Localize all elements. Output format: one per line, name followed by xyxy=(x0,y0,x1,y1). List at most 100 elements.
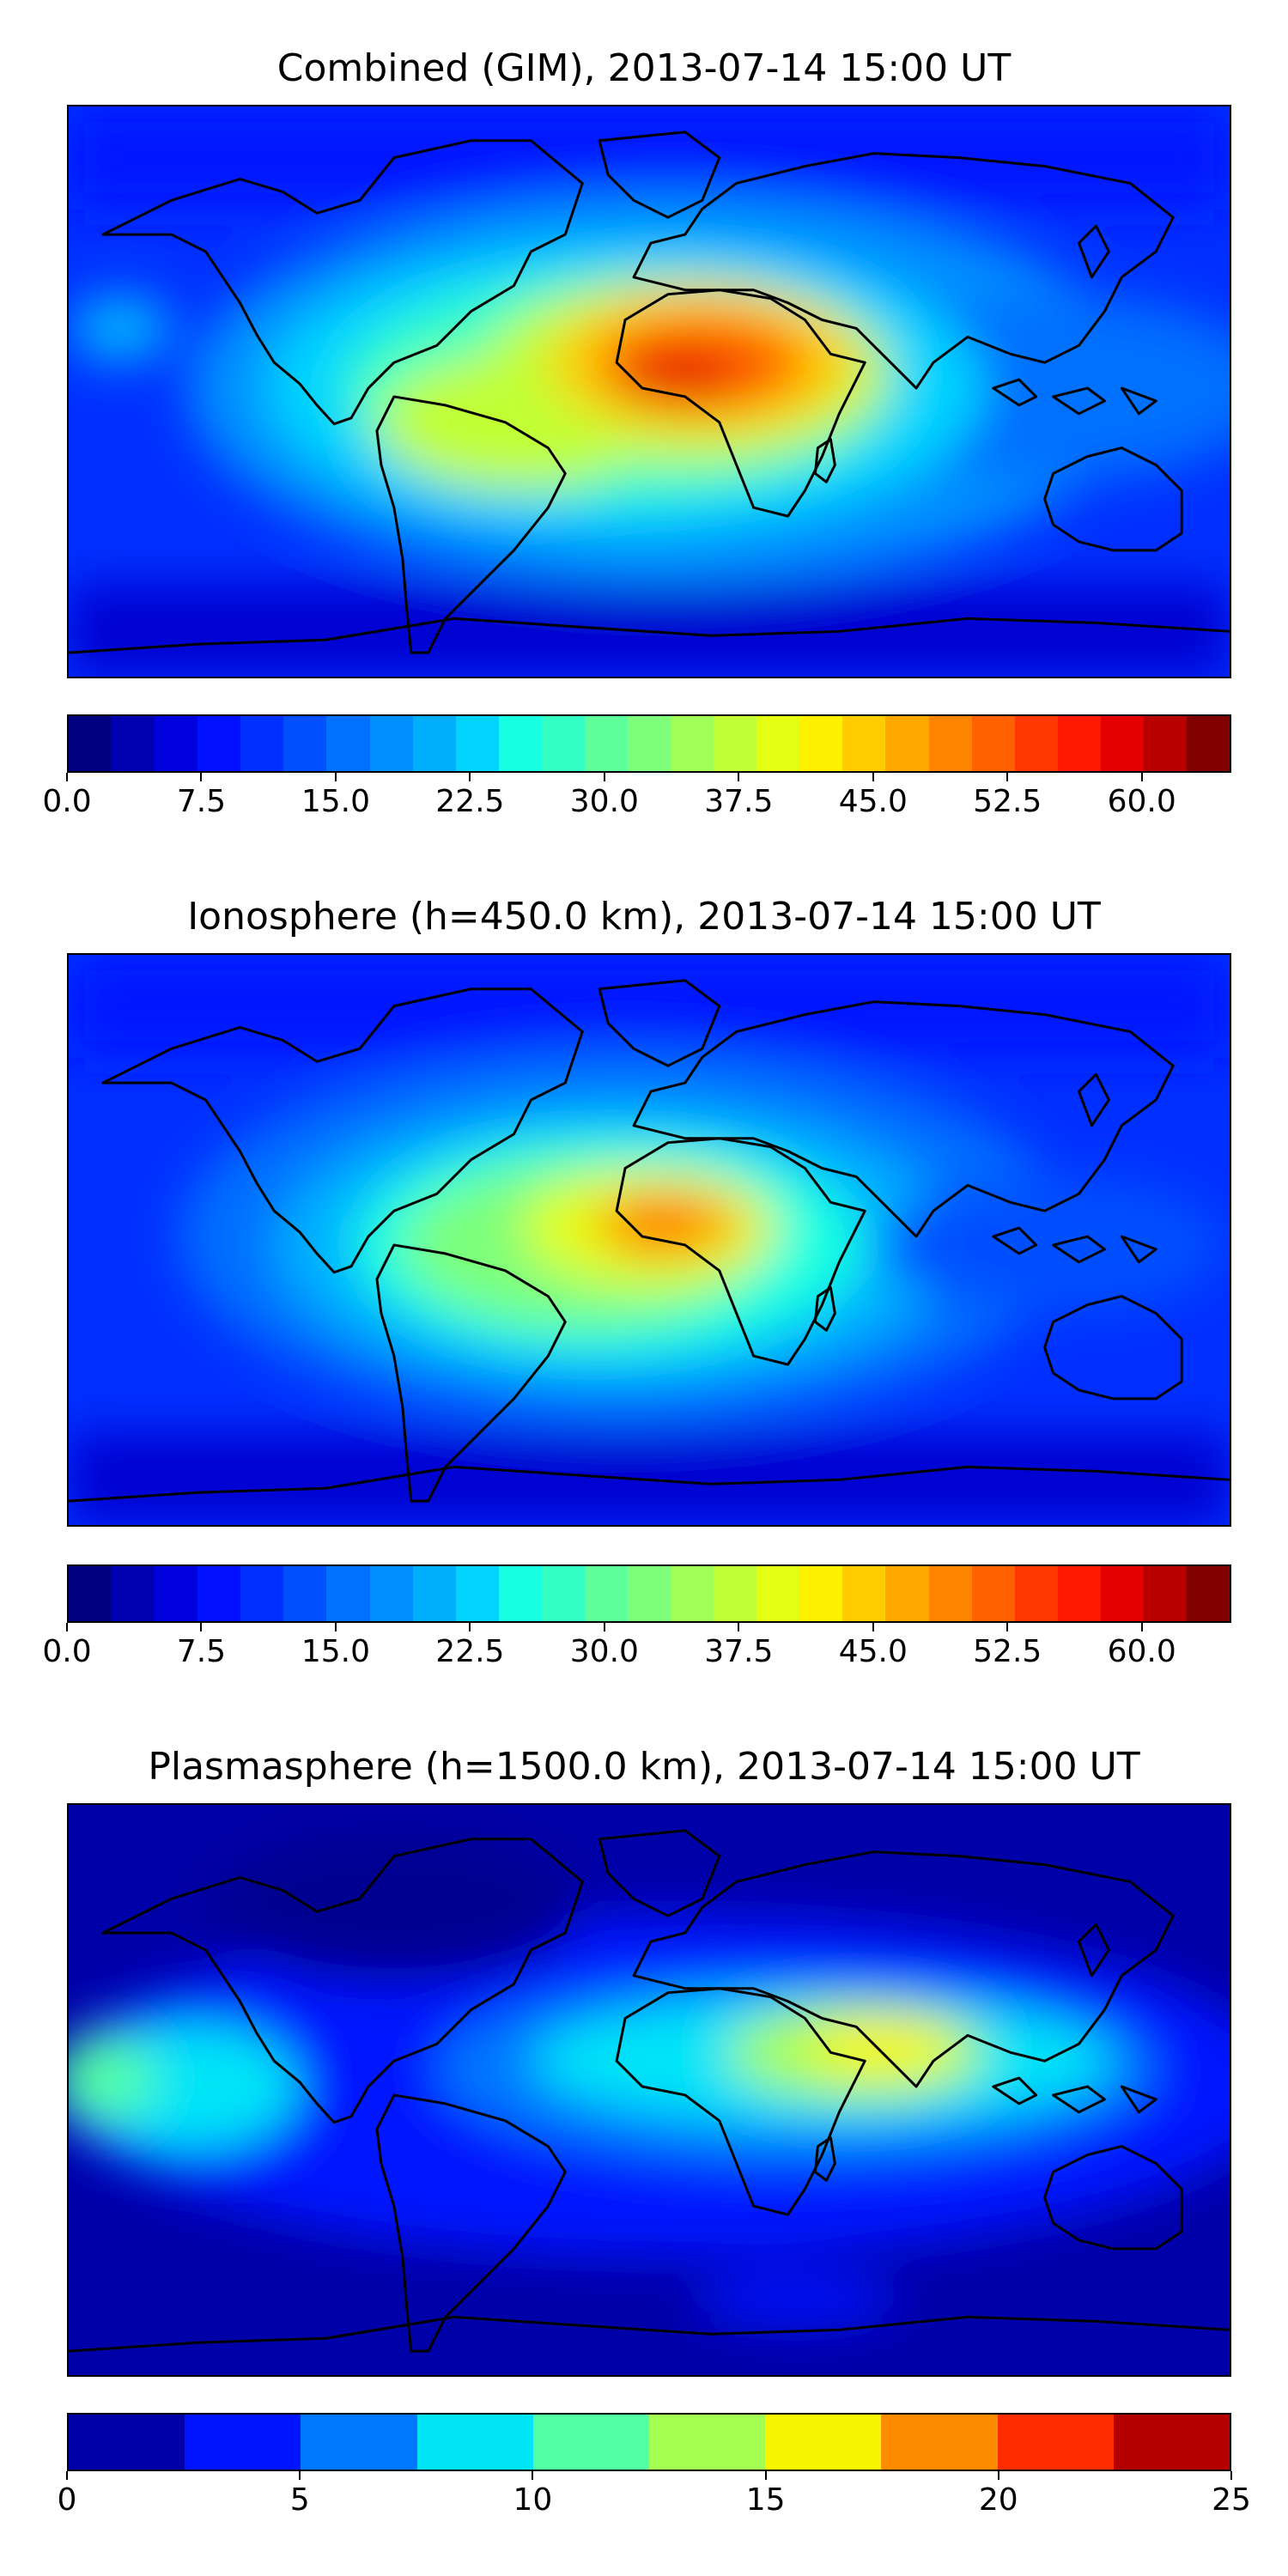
colorbar-segment xyxy=(756,716,800,771)
colorbar-segment xyxy=(1187,1566,1230,1621)
panel-2-title: Ionosphere (h=450.0 km), 2013-07-14 15:0… xyxy=(187,895,1101,939)
colorbar-segment xyxy=(416,2415,533,2470)
colorbar-tick-label: 45.0 xyxy=(838,1634,908,1669)
colorbar-segment xyxy=(240,716,284,771)
colorbar-tick-mark xyxy=(738,773,740,781)
colorbar-segment xyxy=(498,716,542,771)
colorbar-segment xyxy=(283,716,327,771)
colorbar-segment xyxy=(112,716,155,771)
colorbar-segment xyxy=(412,1566,456,1621)
colorbar-segment xyxy=(1057,716,1101,771)
colorbar-segment xyxy=(842,716,886,771)
colorbar-tick-mark xyxy=(334,1623,337,1631)
colorbar-segment xyxy=(971,716,1015,771)
panel-3-map xyxy=(67,1803,1231,2377)
panel-2-map xyxy=(67,953,1231,1527)
colorbar-segment xyxy=(1014,716,1058,771)
panel-1-title: Combined (GIM), 2013-07-14 15:00 UT xyxy=(276,46,1012,90)
colorbar-tick-mark xyxy=(334,773,337,781)
colorbar-tick-label: 30.0 xyxy=(569,1634,639,1669)
colorbar-segment xyxy=(885,1566,929,1621)
colorbar-tick-mark xyxy=(1006,773,1009,781)
colorbar-tick-mark xyxy=(66,773,68,781)
panel-3-title: Plasmasphere (h=1500.0 km), 2013-07-14 1… xyxy=(148,1745,1140,1789)
colorbar-segment xyxy=(541,1566,585,1621)
panel-2-colorbar-ticks: 0.0 7.5 15.0 22.5 30.0 37.5 45.0 52.5 60.0 xyxy=(42,1623,1231,1674)
colorbar-tick-mark xyxy=(200,1623,203,1631)
colorbar-segment xyxy=(671,716,714,771)
colorbar-tick-mark xyxy=(532,2471,534,2480)
colorbar-tick-label: 0.0 xyxy=(42,784,92,819)
colorbar-tick-label: 30.0 xyxy=(569,784,639,819)
colorbar-segment xyxy=(455,716,499,771)
panel-3-colorbar-ticks: 0 5 10 15 20 25 xyxy=(58,2471,1251,2523)
colorbar-segment xyxy=(155,1566,198,1621)
colorbar-tick-label: 10 xyxy=(513,2482,553,2518)
colorbar-tick-label: 5 xyxy=(289,2482,310,2518)
colorbar-tick-label: 15.0 xyxy=(301,784,370,819)
colorbar-tick-label: 37.5 xyxy=(704,1634,774,1669)
colorbar-tick-mark xyxy=(1140,773,1143,781)
colorbar-segment xyxy=(671,1566,714,1621)
colorbar-segment xyxy=(455,1566,499,1621)
colorbar-segment xyxy=(326,716,370,771)
colorbar-segment xyxy=(112,1566,155,1621)
panel-1-map xyxy=(67,105,1231,678)
colorbar-tick-mark xyxy=(66,1623,68,1631)
colorbar-segment xyxy=(842,1566,886,1621)
colorbar-tick-label: 0.0 xyxy=(42,1634,92,1669)
colorbar-segment xyxy=(1187,716,1230,771)
colorbar-segment xyxy=(885,716,929,771)
colorbar-segment xyxy=(799,716,843,771)
colorbar-tick-label: 15.0 xyxy=(301,1634,370,1669)
colorbar-segment xyxy=(197,1566,241,1621)
colorbar-segment xyxy=(69,716,112,771)
colorbar-tick-mark xyxy=(469,1623,471,1631)
colorbar-segment xyxy=(928,716,972,771)
colorbar-segment xyxy=(301,2415,417,2470)
colorbar-segment xyxy=(532,2415,650,2470)
colorbar-tick-mark xyxy=(1006,1623,1009,1631)
colorbar-tick-mark xyxy=(603,773,605,781)
colorbar-tick-label: 52.5 xyxy=(973,1634,1042,1669)
colorbar-segment xyxy=(971,1566,1015,1621)
colorbar-tick-mark xyxy=(738,1623,740,1631)
colorbar-segment xyxy=(155,716,198,771)
colorbar-segment xyxy=(369,1566,413,1621)
colorbar-segment xyxy=(1143,1566,1188,1621)
colorbar-tick-mark xyxy=(200,773,203,781)
colorbar-segment xyxy=(1057,1566,1101,1621)
colorbar-segment xyxy=(649,2415,766,2470)
colorbar-tick-mark xyxy=(66,2471,68,2480)
colorbar-segment xyxy=(584,716,629,771)
colorbar-tick-label: 22.5 xyxy=(435,1634,505,1669)
colorbar-tick-label: 15 xyxy=(745,2482,786,2518)
colorbar-segment xyxy=(881,2415,998,2470)
colorbar-tick-mark xyxy=(1140,1623,1143,1631)
colorbar-segment xyxy=(185,2415,301,2470)
colorbar-segment xyxy=(1100,1566,1144,1621)
colorbar-segment xyxy=(326,1566,370,1621)
colorbar-tick-label: 60.0 xyxy=(1107,1634,1176,1669)
colorbar-segment xyxy=(1143,716,1188,771)
colorbar-segment xyxy=(765,2415,882,2470)
panel-2-colorbar xyxy=(67,1564,1231,1623)
colorbar-tick-label: 0 xyxy=(57,2482,77,2518)
colorbar-segment xyxy=(714,716,757,771)
colorbar-tick-mark xyxy=(872,773,874,781)
colorbar-tick-label: 7.5 xyxy=(176,784,227,819)
colorbar-tick-label: 7.5 xyxy=(176,1634,227,1669)
colorbar-tick-mark xyxy=(603,1623,605,1631)
colorbar-segment xyxy=(240,1566,284,1621)
colorbar-segment xyxy=(498,1566,542,1621)
colorbar-tick-mark xyxy=(1230,2471,1232,2480)
colorbar-tick-label: 22.5 xyxy=(435,784,505,819)
colorbar-tick-mark xyxy=(299,2471,301,2480)
panel-3-colorbar xyxy=(67,2413,1231,2471)
panel-1-colorbar xyxy=(67,714,1231,773)
colorbar-segment xyxy=(628,716,671,771)
colorbar-segment xyxy=(369,716,413,771)
colorbar-tick-label: 37.5 xyxy=(704,784,774,819)
colorbar-tick-mark xyxy=(469,773,471,781)
colorbar-tick-label: 60.0 xyxy=(1107,784,1176,819)
